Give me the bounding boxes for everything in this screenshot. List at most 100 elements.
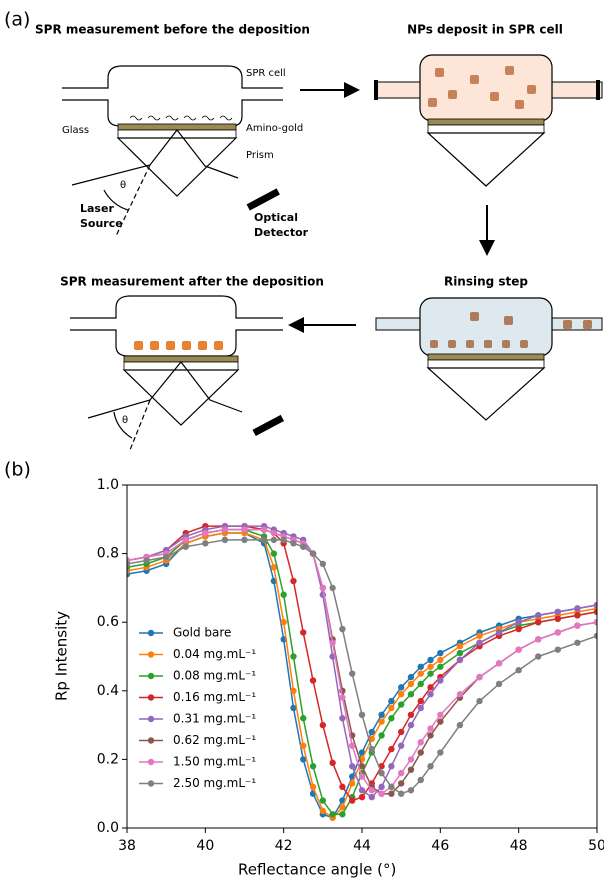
series-line: [127, 532, 597, 819]
data-point: [437, 649, 444, 657]
data-point: [397, 728, 405, 736]
x-axis-label: Reflectance angle (°): [238, 861, 396, 879]
data-point: [407, 766, 415, 773]
data-point: [417, 680, 424, 688]
panel-label: (b): [4, 459, 31, 481]
data-point: [378, 718, 385, 725]
detector-label: Optical: [254, 211, 298, 224]
data-point: [349, 670, 356, 677]
data-point: [260, 536, 268, 544]
data-point: [574, 612, 581, 619]
data-point: [407, 691, 415, 698]
data-point: [329, 639, 336, 646]
y-tick-label: 0.6: [97, 614, 119, 630]
data-point: [407, 721, 415, 729]
data-point: [339, 804, 346, 811]
series-group: [127, 522, 597, 821]
data-point: [427, 684, 434, 691]
data-point: [554, 646, 562, 653]
data-point: [397, 701, 405, 708]
data-point: [270, 536, 278, 544]
data-point: [162, 553, 170, 561]
series-line: [127, 539, 597, 795]
data-point: [388, 790, 395, 797]
data-point: [368, 745, 375, 753]
spr-cell-rinse: [375, 297, 603, 421]
y-tick-label: 0.0: [97, 820, 119, 836]
data-point: [221, 536, 229, 544]
data-point: [182, 536, 189, 544]
data-point: [339, 694, 346, 701]
data-point: [417, 670, 424, 677]
data-point: [339, 811, 346, 818]
step-title: SPR measurement before the deposition: [35, 23, 310, 37]
legend-marker: [147, 758, 155, 766]
laser-label: Source: [80, 217, 123, 230]
data-point: [417, 704, 424, 712]
legend-marker: [147, 737, 155, 744]
data-point: [339, 715, 346, 722]
data-point: [202, 529, 209, 537]
data-point: [417, 776, 424, 784]
data-point: [378, 732, 385, 739]
data-point: [407, 680, 415, 688]
detector-label: Detector: [254, 226, 309, 239]
legend-label: 0.62 mg.mL⁻¹: [173, 733, 256, 747]
data-point: [437, 749, 444, 756]
data-point: [407, 756, 415, 763]
data-point: [319, 797, 327, 804]
data-point: [397, 684, 405, 691]
series-line: [127, 525, 597, 799]
legend-label: 2.50 mg.mL⁻¹: [173, 776, 256, 790]
data-point: [388, 704, 395, 712]
data-point: [417, 663, 424, 670]
angle-label: θ: [120, 180, 126, 191]
data-point: [427, 663, 434, 670]
data-point: [515, 646, 522, 653]
laser-label: Laser: [80, 202, 114, 215]
data-point: [397, 769, 405, 777]
data-point: [417, 739, 424, 746]
data-point: [427, 725, 434, 732]
data-point: [407, 711, 415, 719]
legend-marker: [147, 672, 155, 680]
data-point: [378, 790, 385, 797]
data-point: [127, 560, 131, 568]
data-point: [182, 543, 189, 550]
y-tick-label: 0.4: [97, 683, 119, 699]
data-point: [378, 769, 385, 777]
step-title: Rinsing step: [444, 275, 528, 289]
panel-label: (a): [4, 9, 30, 31]
data-point: [407, 673, 415, 681]
part-label: Prism: [246, 150, 274, 161]
x-tick-label: 42: [275, 838, 293, 854]
legend-label: 0.04 mg.mL⁻¹: [173, 647, 256, 661]
step-title: SPR measurement after the deposition: [60, 275, 324, 289]
data-point: [397, 742, 405, 749]
data-point: [554, 615, 562, 622]
data-point: [329, 811, 336, 818]
data-point: [241, 536, 248, 544]
data-point: [574, 605, 581, 612]
data-point: [427, 656, 434, 664]
data-point: [495, 680, 503, 688]
spr-cell-deposit: [374, 54, 603, 187]
data-point: [427, 670, 434, 677]
data-point: [437, 711, 444, 719]
data-point: [309, 677, 317, 684]
data-point: [270, 564, 278, 571]
data-point: [378, 711, 385, 719]
data-point: [593, 632, 597, 640]
data-point: [309, 783, 317, 791]
data-point: [358, 711, 366, 719]
x-tick-label: 48: [510, 838, 528, 854]
data-point: [270, 529, 278, 537]
data-point: [417, 749, 424, 756]
spr-cell-before: [62, 65, 283, 237]
data-point: [349, 763, 356, 770]
data-point: [290, 540, 297, 547]
data-point: [593, 601, 597, 609]
legend-label: 1.50 mg.mL⁻¹: [173, 755, 256, 769]
data-point: [495, 660, 503, 667]
